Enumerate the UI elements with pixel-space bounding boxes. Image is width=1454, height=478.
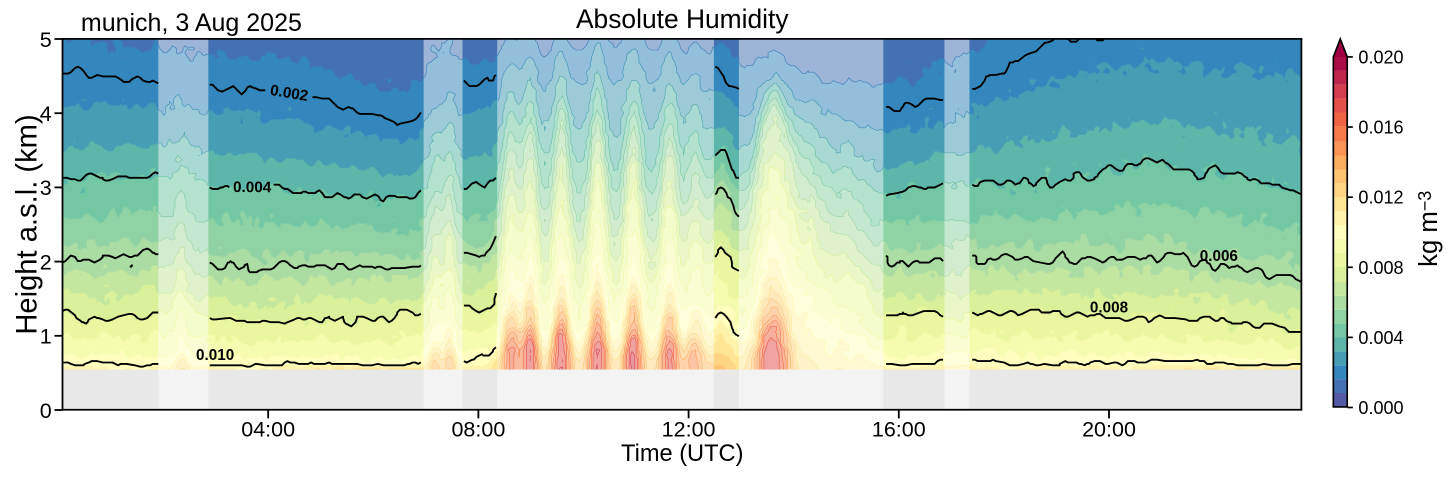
svg-text:0.020: 0.020 <box>1358 47 1403 67</box>
svg-text:0.008: 0.008 <box>1090 299 1129 316</box>
svg-text:5: 5 <box>40 28 52 52</box>
svg-text:1: 1 <box>40 325 52 349</box>
svg-text:0.010: 0.010 <box>196 347 234 364</box>
svg-text:munich, 3 Aug 2025: munich, 3 Aug 2025 <box>81 9 302 37</box>
svg-text:0.000: 0.000 <box>1358 398 1403 418</box>
svg-text:0: 0 <box>40 399 52 423</box>
svg-text:kg m: kg m <box>1415 211 1443 267</box>
svg-text:08:00: 08:00 <box>451 418 505 442</box>
svg-text:0.016: 0.016 <box>1358 118 1403 138</box>
svg-text:0.004: 0.004 <box>233 179 272 196</box>
svg-text:4: 4 <box>40 102 52 126</box>
svg-text:12:00: 12:00 <box>662 418 716 442</box>
svg-text:Height a.s.l. (km): Height a.s.l. (km) <box>11 114 43 334</box>
svg-text:20:00: 20:00 <box>1082 418 1136 442</box>
svg-text:0.002: 0.002 <box>269 82 309 105</box>
svg-text:−3: −3 <box>1415 191 1435 212</box>
svg-text:04:00: 04:00 <box>241 418 295 442</box>
svg-text:Absolute Humidity: Absolute Humidity <box>576 4 789 34</box>
svg-text:3: 3 <box>40 176 52 200</box>
svg-text:0.008: 0.008 <box>1358 258 1403 278</box>
svg-text:16:00: 16:00 <box>872 418 926 442</box>
svg-text:0.012: 0.012 <box>1358 188 1403 208</box>
svg-text:2: 2 <box>40 250 52 274</box>
svg-text:0.006: 0.006 <box>1200 248 1238 265</box>
svg-text:Time (UTC): Time (UTC) <box>621 441 743 467</box>
svg-text:0.004: 0.004 <box>1358 328 1403 348</box>
